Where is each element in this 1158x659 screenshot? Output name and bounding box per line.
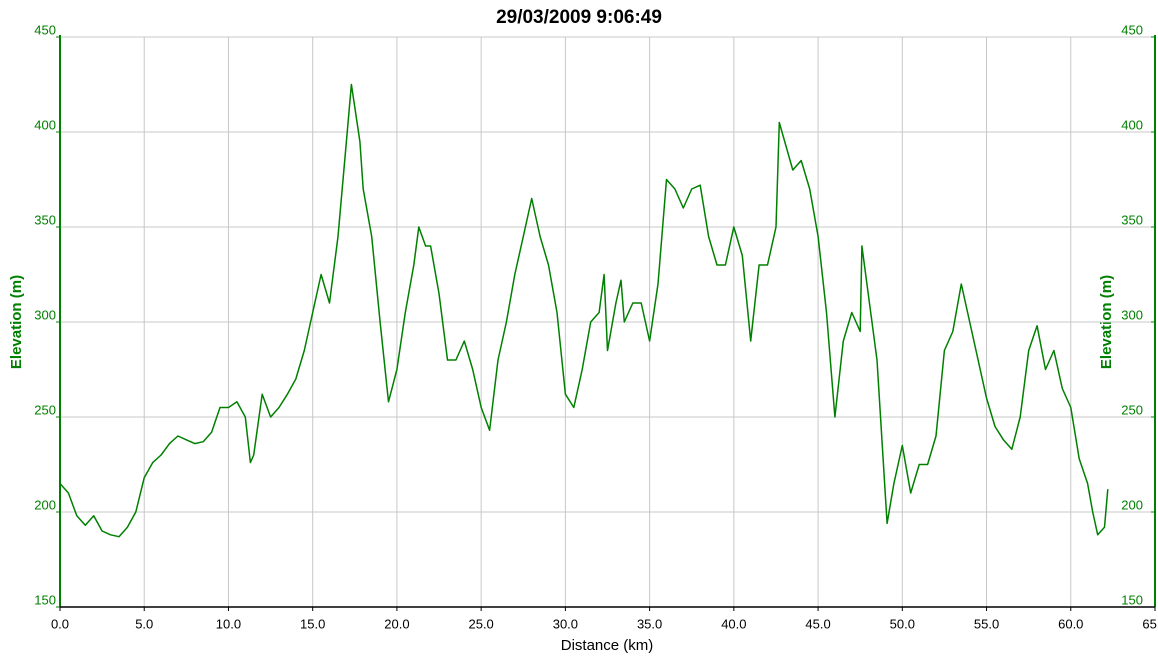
x-tick-label: 5.0 (135, 616, 153, 631)
y-tick-label: 150 (34, 592, 56, 607)
chart-title: 29/03/2009 9:06:49 (496, 7, 662, 28)
y-tick-label: 200 (34, 497, 56, 512)
x-tick-label: 25.0 (468, 616, 493, 631)
y2-tick-label: 400 (1121, 117, 1143, 132)
x-axis-label: Distance (km) (561, 637, 654, 654)
x-tick-label: 0.0 (51, 616, 69, 631)
x-tick-label: 20.0 (384, 616, 409, 631)
elevation-line (59, 83, 1109, 538)
y-tick-label: 250 (34, 402, 56, 417)
x-tick-label: 60.0 (1058, 616, 1083, 631)
x-tick-label: 30.0 (553, 616, 578, 631)
x-tick-label: 15.0 (300, 616, 325, 631)
x-tick-label: 55.0 (974, 616, 999, 631)
y-tick-label: 400 (34, 117, 56, 132)
x-tick-label: 50.0 (890, 616, 915, 631)
y-axis-label: Elevation (m) (8, 275, 25, 369)
y2-tick-label: 450 (1121, 22, 1143, 37)
x-tick-label: 10.0 (216, 616, 241, 631)
x-tick-label: 35.0 (637, 616, 662, 631)
y2-tick-label: 250 (1121, 402, 1143, 417)
x-tick-label: 65.0 (1142, 616, 1158, 631)
y2-tick-label: 200 (1121, 497, 1143, 512)
x-tick-label: 45.0 (805, 616, 830, 631)
x-tick-label: 40.0 (721, 616, 746, 631)
y2-tick-label: 150 (1121, 592, 1143, 607)
y-tick-label: 350 (34, 212, 56, 227)
y-tick-label: 450 (34, 22, 56, 37)
y2-tick-label: 300 (1121, 307, 1143, 322)
y-tick-label: 300 (34, 307, 56, 322)
y2-tick-label: 350 (1121, 212, 1143, 227)
